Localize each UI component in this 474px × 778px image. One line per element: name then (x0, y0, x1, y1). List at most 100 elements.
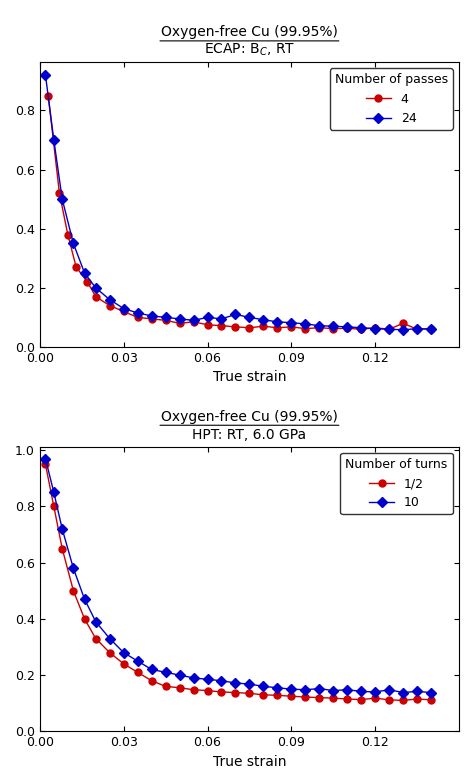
1/2 (274, 691, 280, 700)
24 (261, 315, 266, 324)
24 (205, 313, 210, 322)
24 (358, 323, 364, 332)
24 (274, 317, 280, 327)
24 (71, 239, 76, 248)
10 (177, 671, 182, 680)
4 (56, 188, 62, 198)
10 (330, 686, 336, 696)
Line: 10: 10 (42, 455, 435, 696)
Legend: 1/2, 10: 1/2, 10 (340, 453, 453, 514)
X-axis label: True strain: True strain (213, 755, 286, 769)
4 (121, 307, 127, 316)
4 (65, 230, 71, 240)
24 (414, 324, 420, 333)
10 (59, 524, 65, 534)
24 (317, 321, 322, 331)
1/2 (428, 696, 434, 705)
10 (107, 634, 112, 643)
4 (414, 324, 420, 334)
24 (59, 194, 65, 204)
10 (386, 685, 392, 695)
4 (386, 324, 392, 334)
4 (274, 323, 280, 332)
1/2 (107, 648, 112, 657)
4 (135, 313, 140, 322)
24 (386, 324, 392, 334)
10 (121, 648, 127, 657)
24 (121, 304, 127, 314)
Text: ECAP: B$_C$, RT: ECAP: B$_C$, RT (204, 41, 295, 58)
1/2 (51, 502, 57, 511)
10 (345, 685, 350, 695)
1/2 (233, 688, 238, 697)
1/2 (219, 687, 224, 696)
24 (373, 324, 378, 333)
10 (274, 683, 280, 692)
10 (400, 688, 406, 697)
24 (246, 313, 252, 322)
24 (51, 135, 57, 145)
1/2 (121, 659, 127, 668)
10 (317, 684, 322, 693)
24 (93, 283, 99, 293)
4 (93, 292, 99, 301)
10 (191, 673, 196, 682)
4 (400, 319, 406, 328)
1/2 (289, 692, 294, 701)
4 (261, 321, 266, 331)
1/2 (205, 686, 210, 696)
10 (414, 687, 420, 696)
10 (302, 685, 308, 695)
24 (149, 311, 155, 321)
1/2 (302, 692, 308, 702)
24 (428, 324, 434, 334)
10 (71, 563, 76, 573)
10 (149, 665, 155, 675)
Line: 24: 24 (42, 72, 435, 333)
4 (205, 320, 210, 329)
24 (400, 325, 406, 335)
1/2 (71, 586, 76, 595)
4 (163, 316, 168, 325)
1/2 (135, 668, 140, 677)
4 (191, 317, 196, 327)
24 (233, 310, 238, 319)
24 (135, 308, 140, 317)
1/2 (177, 683, 182, 692)
24 (163, 313, 168, 322)
24 (177, 314, 182, 324)
10 (428, 688, 434, 697)
24 (43, 70, 48, 79)
1/2 (358, 695, 364, 704)
10 (233, 678, 238, 688)
10 (51, 488, 57, 497)
1/2 (82, 614, 87, 623)
X-axis label: True strain: True strain (213, 370, 286, 384)
Line: 1/2: 1/2 (42, 461, 435, 704)
Text: Oxygen-free Cu (99.95%): Oxygen-free Cu (99.95%) (161, 410, 338, 424)
Legend: 4, 24: 4, 24 (329, 68, 453, 130)
10 (219, 676, 224, 685)
4 (373, 323, 378, 332)
1/2 (400, 696, 406, 705)
4 (46, 91, 51, 100)
10 (163, 668, 168, 677)
1/2 (345, 694, 350, 703)
4 (177, 319, 182, 328)
1/2 (59, 544, 65, 553)
Text: Oxygen-free Cu (99.95%): Oxygen-free Cu (99.95%) (161, 26, 338, 40)
10 (93, 617, 99, 626)
4 (317, 323, 322, 332)
1/2 (163, 682, 168, 691)
24 (82, 268, 87, 278)
4 (302, 324, 308, 333)
4 (233, 322, 238, 331)
4 (149, 314, 155, 324)
10 (289, 685, 294, 694)
4 (84, 277, 90, 286)
4 (345, 324, 350, 333)
10 (246, 679, 252, 689)
4 (246, 323, 252, 332)
1/2 (261, 690, 266, 699)
10 (358, 687, 364, 696)
